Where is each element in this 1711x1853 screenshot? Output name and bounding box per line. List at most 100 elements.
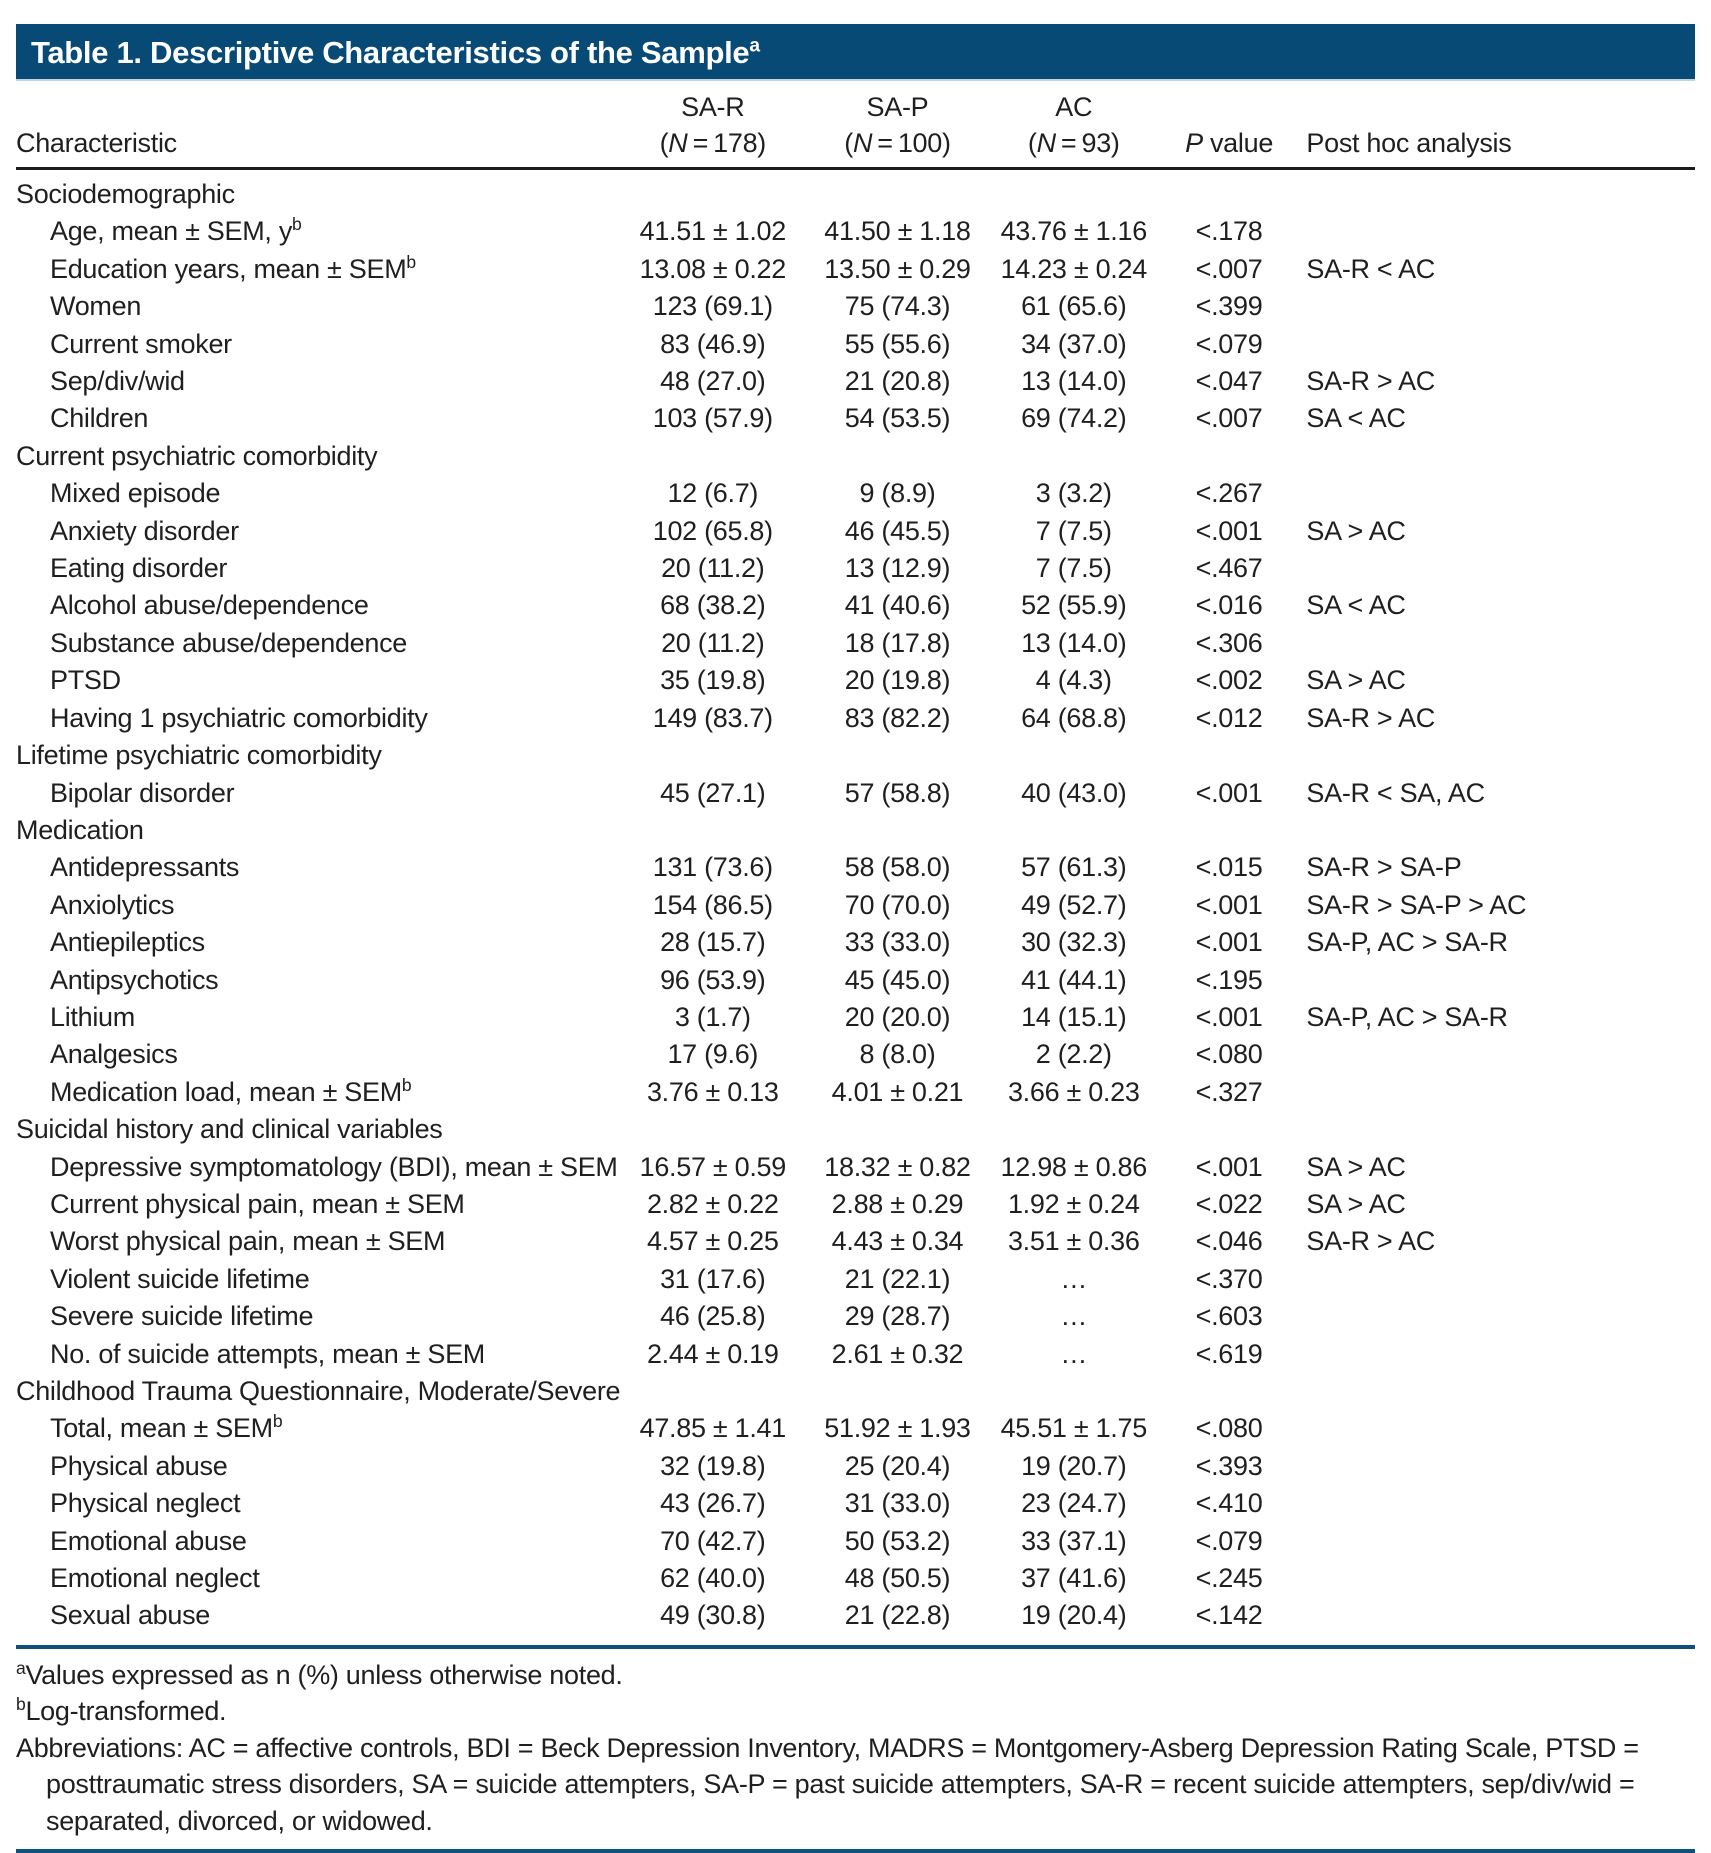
sar-value: 45 (27.1) xyxy=(660,777,766,808)
table-row: Emotional abuse 70 (42.7) 50 (53.2) 33 (37.… xyxy=(16,1523,1695,1560)
p-value: <.370 xyxy=(1195,1263,1263,1294)
sar-value: 123 (69.1) xyxy=(652,291,773,322)
p-value: <.327 xyxy=(1195,1076,1263,1107)
sap-value: 29 (28.7) xyxy=(844,1301,951,1332)
footnote-marker: b xyxy=(16,1694,26,1715)
sar-value: 49 (30.8) xyxy=(660,1600,766,1631)
ac-value: 19 (20.7) xyxy=(1021,1450,1127,1481)
posthoc-value xyxy=(1300,1261,1695,1298)
row-label: Current smoker xyxy=(50,328,232,359)
posthoc-value xyxy=(1300,962,1695,999)
posthoc-value xyxy=(1300,169,1695,214)
table-row: Sexual abuse 49 (30.8) 21 (22.8) 19 (20.4) <… xyxy=(16,1597,1695,1634)
row-label: Lithium xyxy=(50,1001,135,1032)
row-label: Physical neglect xyxy=(50,1488,241,1519)
sar-value: 62 (40.0) xyxy=(660,1563,766,1594)
ac-value xyxy=(990,169,1158,214)
p-value: <.393 xyxy=(1195,1450,1263,1481)
ac-value: 2 (2.2) xyxy=(1035,1039,1112,1070)
sap-value: 2.88 ± 0.29 xyxy=(831,1188,964,1219)
p-value xyxy=(1158,438,1301,475)
row-label: Education years, mean ± SEMb xyxy=(50,251,416,284)
sar-value: 35 (19.8) xyxy=(660,665,766,696)
ac-value: 3.66 ± 0.23 xyxy=(1007,1076,1140,1107)
posthoc-value: SA > AC xyxy=(1306,665,1406,696)
p-value: <.603 xyxy=(1195,1301,1263,1332)
col-header-pvalue: P value xyxy=(1157,89,1301,170)
posthoc-value: SA-R > AC xyxy=(1306,1226,1436,1257)
row-label: Physical abuse xyxy=(50,1450,228,1481)
p-value: <.007 xyxy=(1195,403,1263,434)
ac-value: 13 (14.0) xyxy=(1021,627,1127,658)
sap-value: 18 (17.8) xyxy=(844,627,951,658)
ac-value xyxy=(990,1373,1158,1410)
table-row: Total, mean ± SEMb 47.85 ± 1.41 51.92 ± 1.… xyxy=(16,1410,1695,1447)
sar-value xyxy=(620,1111,805,1148)
sap-value: 50 (53.2) xyxy=(844,1525,951,1556)
p-value: <.619 xyxy=(1195,1338,1263,1369)
sar-value: 149 (83.7) xyxy=(652,702,773,733)
sar-value: 102 (65.8) xyxy=(652,515,773,546)
p-value: <.046 xyxy=(1195,1226,1263,1257)
header-row: Characteristic SA-R (N = 178) SA-P (N = … xyxy=(16,89,1695,170)
group-name: SA-P xyxy=(866,92,929,122)
table-row: Severe suicide lifetime 46 (25.8) 29 (28.7… xyxy=(16,1298,1695,1335)
sar-value: 83 (46.9) xyxy=(660,328,766,359)
ac-value: 61 (65.6) xyxy=(1021,291,1127,322)
row-label: Severe suicide lifetime xyxy=(50,1301,314,1332)
sap-value: 41.50 ± 1.18 xyxy=(824,216,971,247)
sar-value: 2.44 ± 0.19 xyxy=(646,1338,779,1369)
row-label: Bipolar disorder xyxy=(50,777,235,808)
ac-value: 43.76 ± 1.16 xyxy=(1000,216,1148,247)
sar-value: 17 (9.6) xyxy=(667,1039,759,1070)
row-label: Children xyxy=(50,403,149,434)
table-row: Antidepressants 131 (73.6) 58 (58.0) 57 (61… xyxy=(16,849,1695,886)
posthoc-value: SA > AC xyxy=(1306,1151,1406,1182)
section-label: Medication xyxy=(16,814,144,845)
footnote-marker: b xyxy=(401,1074,412,1095)
p-value: <.001 xyxy=(1195,515,1263,546)
section-row: Medication xyxy=(16,812,1695,849)
table-row: Education years, mean ± SEMb 13.08 ± 0.22… xyxy=(16,251,1695,288)
sap-value: 31 (33.0) xyxy=(844,1488,951,1519)
group-n: (N = 178) xyxy=(659,128,767,158)
p-value: <.306 xyxy=(1195,627,1263,658)
sap-value: 13 (12.9) xyxy=(844,553,951,584)
row-label: Worst physical pain, mean ± SEM xyxy=(50,1226,446,1257)
posthoc-value xyxy=(1300,1036,1695,1073)
posthoc-value xyxy=(1300,1485,1695,1522)
sar-value: 103 (57.9) xyxy=(652,403,773,434)
sap-value xyxy=(805,1111,990,1148)
posthoc-value xyxy=(1300,1373,1695,1410)
table-row: Current physical pain, mean ± SEM 2.82 ± … xyxy=(16,1186,1695,1223)
footnote: Abbreviations: AC = affective controls, … xyxy=(16,1732,1639,1836)
sar-value xyxy=(620,737,805,774)
ac-value: 3 (3.2) xyxy=(1035,478,1112,509)
footnote-marker: b xyxy=(272,1411,283,1432)
posthoc-value xyxy=(1300,1298,1695,1335)
sap-value: 46 (45.5) xyxy=(844,515,951,546)
sap-value: 13.50 ± 0.29 xyxy=(824,253,971,284)
sar-value xyxy=(620,169,805,214)
posthoc-value: SA-R > SA-P xyxy=(1306,852,1462,883)
ac-value: 34 (37.0) xyxy=(1021,328,1127,359)
table-row: Anxiety disorder 102 (65.8) 46 (45.5) 7 (7.… xyxy=(16,513,1695,550)
ac-value: 37 (41.6) xyxy=(1021,1563,1127,1594)
posthoc-value xyxy=(1300,1448,1695,1485)
sar-value: 31 (17.6) xyxy=(660,1263,766,1294)
ac-value: … xyxy=(1060,1263,1088,1294)
sar-value xyxy=(620,1373,805,1410)
sap-value: 48 (50.5) xyxy=(844,1563,951,1594)
row-label: Mixed episode xyxy=(50,478,221,509)
sap-value: 20 (20.0) xyxy=(844,1001,951,1032)
p-value: <.245 xyxy=(1195,1563,1263,1594)
sap-value xyxy=(805,438,990,475)
posthoc-value xyxy=(1300,1111,1695,1148)
ac-value xyxy=(990,737,1158,774)
p-value: <.001 xyxy=(1195,1001,1263,1032)
footnote-marker: a xyxy=(16,1657,26,1678)
table-row: Antiepileptics 28 (15.7) 33 (33.0) 30 (32.3… xyxy=(16,924,1695,961)
sap-value: 33 (33.0) xyxy=(844,927,951,958)
sap-value: 57 (58.8) xyxy=(844,777,951,808)
